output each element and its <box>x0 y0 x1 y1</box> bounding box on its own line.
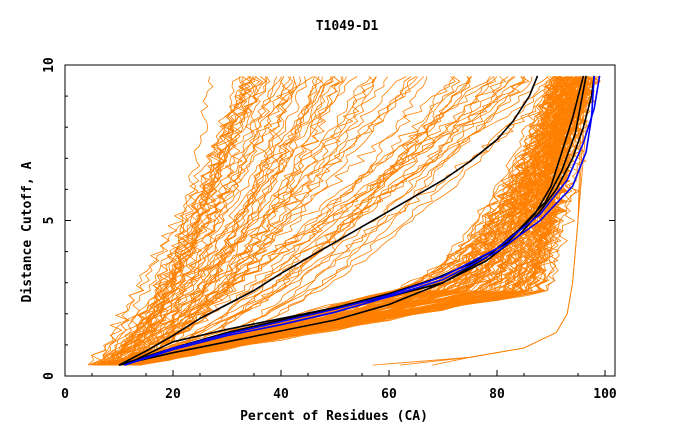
model-line <box>117 76 244 366</box>
x-tick-label: 20 <box>165 387 181 402</box>
model-line <box>93 76 428 366</box>
y-axis-label: Distance Cutoff, A <box>20 161 35 302</box>
model-lines-group <box>87 75 601 366</box>
model-line <box>114 76 334 366</box>
model-line <box>99 76 285 366</box>
model-line <box>129 76 473 366</box>
model-line <box>123 76 506 366</box>
model-line <box>112 76 343 366</box>
model-line <box>100 76 577 366</box>
y-tick-label: 10 <box>42 57 57 73</box>
model-line <box>131 76 588 366</box>
model-line <box>105 76 456 366</box>
model-line <box>95 76 516 366</box>
model-line <box>126 76 294 366</box>
highlight-series-line <box>118 75 539 366</box>
model-line <box>125 76 417 366</box>
model-line <box>97 76 323 366</box>
model-line <box>129 76 347 366</box>
model-line <box>101 76 344 366</box>
model-line <box>97 76 267 366</box>
model-line <box>114 76 260 366</box>
model-line <box>98 76 255 366</box>
model-line <box>102 76 358 366</box>
x-tick-label: 80 <box>489 387 505 402</box>
model-line <box>116 76 461 366</box>
x-tick-label: 40 <box>273 387 289 402</box>
model-line <box>138 76 593 366</box>
model-line <box>128 76 580 366</box>
highlight-series-line <box>124 75 595 366</box>
model-line <box>92 76 284 366</box>
x-tick-label: 100 <box>593 387 617 402</box>
model-line <box>107 76 407 366</box>
y-tick-label: 5 <box>42 217 57 225</box>
model-line <box>125 76 292 366</box>
model-line <box>94 76 302 366</box>
model-line <box>97 76 419 366</box>
chart-title: T1049-D1 <box>316 19 379 34</box>
model-line <box>104 76 514 366</box>
model-line <box>115 76 600 366</box>
y-tick-label: 0 <box>42 372 57 380</box>
axes-group: 0 20 40 60 80 100 0 5 10 <box>42 57 617 402</box>
model-line <box>121 76 533 366</box>
x-axis-label: Percent of Residues (CA) <box>240 409 428 424</box>
model-line <box>95 76 336 366</box>
model-line <box>125 76 526 366</box>
model-line <box>102 76 570 366</box>
model-line <box>138 76 564 366</box>
model-line <box>104 76 455 366</box>
model-line <box>130 76 581 366</box>
model-line <box>102 76 555 366</box>
model-line <box>123 76 471 366</box>
model-line <box>89 76 268 366</box>
model-line <box>117 76 471 366</box>
reference-series-line <box>124 75 595 366</box>
model-line <box>103 76 554 366</box>
reference-series-line <box>124 75 601 366</box>
model-line <box>114 76 389 366</box>
x-tick-label: 60 <box>381 387 397 402</box>
model-line <box>98 76 341 366</box>
model-line <box>111 76 307 366</box>
x-tick-label: 0 <box>61 387 69 402</box>
highlight-lines-group <box>118 75 601 366</box>
model-line <box>109 76 375 366</box>
